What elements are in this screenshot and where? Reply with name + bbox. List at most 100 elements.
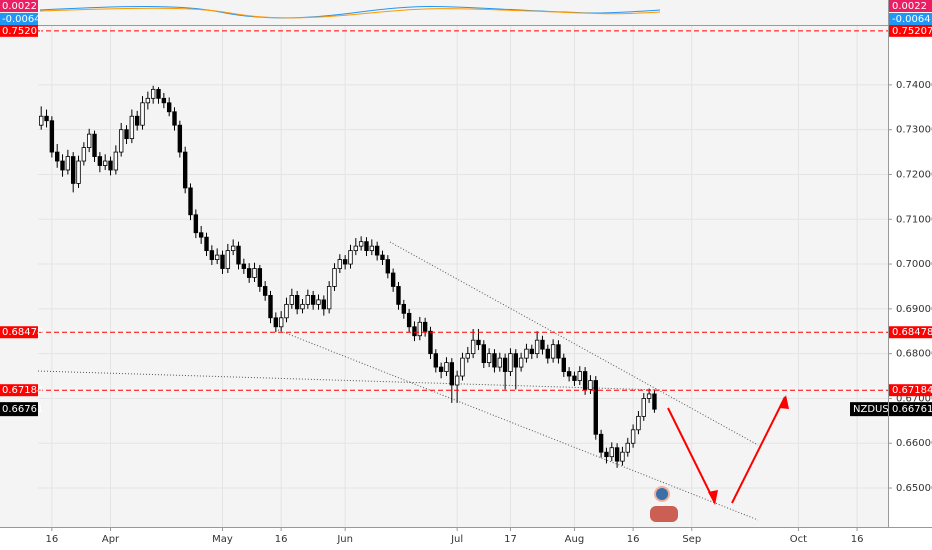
candle-body — [182, 151, 188, 189]
candle-body — [326, 286, 332, 310]
price-tag-label: 0.68478 — [892, 327, 932, 338]
candle-body — [438, 366, 444, 372]
candle-body — [54, 151, 60, 162]
indicator-tag — [0, 13, 38, 25]
candle-body — [262, 286, 268, 296]
last-price-label: 0.66761 — [892, 404, 932, 415]
price-tag — [0, 384, 38, 397]
candle-body — [454, 375, 460, 386]
indicator-tag — [889, 0, 932, 12]
candle-body — [342, 259, 348, 265]
arrow-up — [731, 396, 786, 504]
candle-body — [204, 236, 209, 252]
candle-body — [140, 102, 145, 126]
event-icon[interactable] — [650, 506, 678, 522]
candle-body — [220, 254, 225, 269]
candle-body — [614, 447, 620, 462]
candle-body — [332, 268, 337, 287]
price-tag — [0, 24, 38, 37]
candle-body — [65, 156, 71, 171]
x-tick-label: Jul — [450, 534, 463, 545]
candle-body — [230, 245, 236, 252]
candle-body — [118, 129, 124, 153]
candle-body — [278, 317, 284, 328]
candle-body — [540, 339, 545, 350]
signal-line — [39, 7, 661, 19]
candle-body — [524, 348, 529, 359]
candle-body — [310, 295, 316, 305]
indicator-label: 0.0022 — [892, 1, 927, 12]
candle-body — [561, 357, 566, 372]
candle-body — [156, 88, 161, 99]
price-tag — [889, 384, 932, 397]
candle-body — [497, 357, 502, 368]
candle-body — [636, 415, 641, 431]
x-tick-label: May — [212, 534, 233, 545]
candle-body — [70, 156, 76, 184]
time-scale — [0, 527, 932, 550]
candle-body — [566, 371, 572, 377]
price-tag-label: 0.75207 — [2, 26, 43, 37]
candle-body — [396, 286, 401, 305]
candle-body — [161, 97, 167, 104]
candle-body — [481, 344, 486, 364]
candle-body — [198, 232, 204, 238]
candle-body — [369, 245, 375, 252]
x-tick-label: 16 — [45, 534, 58, 545]
candle-body — [476, 339, 481, 346]
candle-body — [108, 160, 113, 171]
price-tag-label: 0.75207 — [892, 26, 932, 37]
candle-body — [433, 353, 439, 368]
candle-body — [86, 133, 92, 148]
candle-body — [518, 357, 524, 368]
candle-body — [572, 375, 577, 381]
candle-body — [300, 303, 305, 310]
candle-body — [305, 295, 311, 305]
price-tag — [889, 24, 932, 37]
indicator-tag — [0, 0, 38, 12]
x-tick-label: 16 — [851, 534, 864, 545]
candle-body — [193, 214, 199, 234]
candle-body — [294, 295, 300, 310]
candle-body — [102, 160, 108, 166]
lower-trendline — [277, 329, 759, 521]
candle-body — [214, 254, 220, 260]
x-tick-label: Oct — [790, 534, 807, 545]
event-icon[interactable] — [654, 486, 670, 502]
candle-body — [492, 353, 497, 368]
candle-body — [652, 393, 657, 410]
candle-body — [166, 102, 172, 113]
candle-body — [444, 362, 449, 372]
candle-body — [289, 295, 295, 305]
candle-body — [209, 250, 215, 260]
symbol-label: NZDUSD — [853, 404, 897, 415]
candle-body — [465, 353, 470, 359]
candle-body — [257, 268, 263, 287]
candle-body — [529, 348, 534, 355]
candle-body — [449, 362, 455, 386]
x-tick-label: Aug — [565, 534, 585, 545]
price-tag — [0, 326, 38, 339]
candle-body — [508, 353, 513, 372]
indicator-label: -0.0064 — [892, 14, 931, 25]
indicator-tag — [889, 13, 932, 25]
candle-body — [358, 241, 364, 247]
candle-body — [406, 312, 412, 328]
candle-body — [422, 321, 428, 332]
candle-body — [374, 245, 380, 256]
candle-body — [321, 299, 327, 310]
candle-body — [401, 303, 407, 314]
candle-body — [390, 272, 396, 287]
candle-body — [550, 344, 556, 359]
candle-body — [380, 254, 385, 260]
candle-body — [582, 371, 588, 390]
upper-trendline — [389, 241, 759, 446]
indicator-label: 0.0022 — [2, 1, 37, 12]
symbol-tag — [850, 402, 888, 417]
